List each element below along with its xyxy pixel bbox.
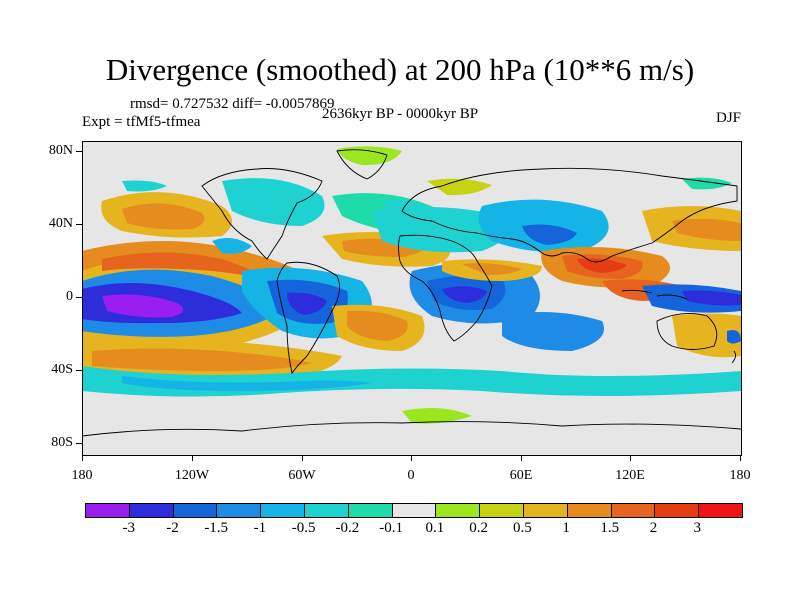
y-tick-label: 80N (48, 143, 73, 158)
plot-title: Divergence (smoothed) at 200 hPa (10**6 … (105, 52, 695, 87)
colorbar-swatch (217, 504, 262, 517)
x-tick-label: 60W (288, 468, 316, 483)
x-tick (192, 455, 193, 461)
x-tick (630, 455, 631, 461)
colorbar-label: 2 (649, 520, 658, 536)
x-tick-label: 0 (407, 468, 415, 483)
colorbar-swatch (173, 504, 218, 517)
colorbar-label: -0.5 (291, 520, 316, 536)
y-tick (76, 224, 82, 225)
colorbar-swatch (655, 504, 700, 517)
colorbar (85, 503, 743, 518)
colorbar-swatch (392, 504, 437, 517)
y-tick (76, 297, 82, 298)
colorbar-label: -0.2 (335, 520, 360, 536)
colorbar-swatch (86, 504, 130, 517)
colorbar-label: -3 (122, 520, 135, 536)
colorbar-swatch (611, 504, 656, 517)
x-tick-label: 120E (615, 468, 645, 483)
colorbar-swatch (436, 504, 481, 517)
period-label: 2636kyr BP - 0000kyr BP (322, 106, 479, 122)
x-tick-label: 180 (729, 468, 751, 483)
colorbar-label: -1 (253, 520, 267, 536)
colorbar-label: -1.5 (204, 520, 229, 536)
colorbar-label: -0.1 (379, 520, 403, 536)
colorbar-label: 1.5 (600, 520, 620, 536)
divergence-map (82, 141, 741, 455)
colorbar-label: 0.5 (512, 520, 532, 536)
colorbar-swatch (304, 504, 349, 517)
y-tick-label: 40S (51, 362, 73, 377)
x-tick (302, 455, 303, 461)
colorbar-swatch (348, 504, 393, 517)
experiment-label: Expt = tfMf5-tfmea (82, 114, 201, 130)
divergence-field (82, 146, 741, 424)
y-tick (76, 443, 82, 444)
colorbar-swatch (261, 504, 305, 517)
coastlines (82, 149, 741, 437)
colorbar-label: 0.1 (425, 520, 445, 536)
colorbar-label: 0.2 (469, 520, 488, 536)
x-tick (740, 455, 741, 461)
stats-label: rmsd= 0.727532 diff= -0.0057869 (130, 96, 335, 112)
x-tick (82, 455, 83, 461)
x-tick (521, 455, 522, 461)
y-tick-label: 80S (51, 435, 73, 450)
colorbar-swatch (480, 504, 524, 517)
y-tick (76, 151, 82, 152)
colorbar-label: 3 (693, 520, 702, 536)
x-tick-label: 180 (71, 468, 93, 483)
x-tick (411, 455, 412, 461)
colorbar-swatch (567, 504, 612, 517)
colorbar-label: 1 (562, 520, 570, 536)
colorbar-swatch (699, 504, 742, 517)
colorbar-swatch (523, 504, 568, 517)
x-tick-label: 60E (509, 468, 533, 483)
x-tick-label: 120W (174, 468, 210, 483)
y-tick-label: 0 (66, 289, 73, 304)
season-label: DJF (715, 110, 741, 126)
y-tick (76, 370, 82, 371)
y-tick-label: 40N (48, 216, 73, 231)
colorbar-label: -2 (166, 520, 179, 536)
colorbar-swatch (129, 504, 174, 517)
